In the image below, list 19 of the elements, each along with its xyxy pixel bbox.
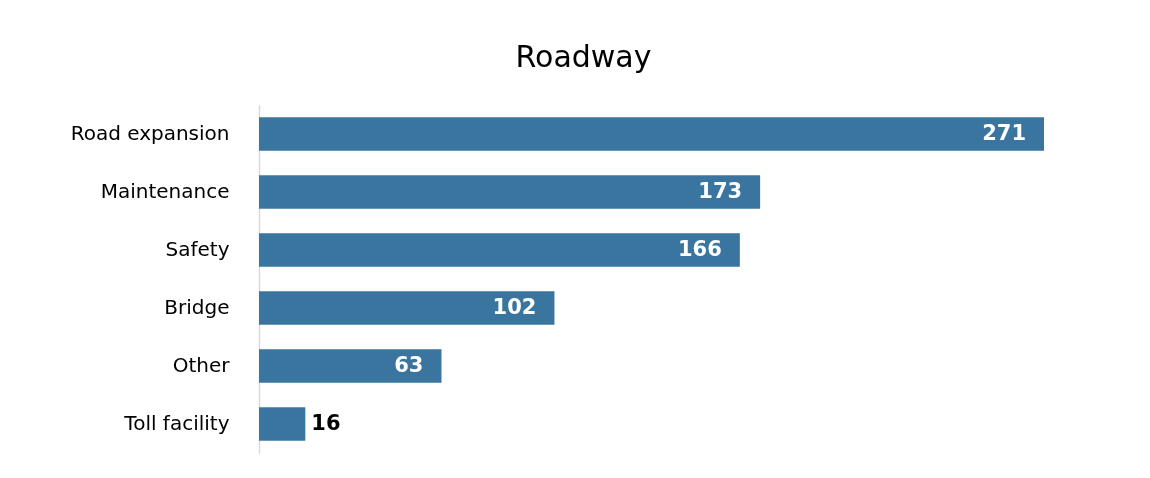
bar (259, 117, 1044, 151)
y-tick-label: Toll facility (123, 411, 230, 435)
y-tick-label: Safety (165, 237, 230, 261)
data-label: 63 (394, 353, 424, 377)
data-label: 173 (698, 179, 743, 203)
chart-title: Roadway (515, 39, 652, 74)
bar (259, 233, 740, 267)
bar (259, 407, 306, 441)
y-tick-label: Other (172, 353, 231, 377)
y-tick-label: Road expansion (70, 121, 230, 145)
data-label: 166 (678, 237, 722, 261)
data-label: 16 (311, 411, 341, 435)
bar (259, 291, 555, 325)
bar (259, 349, 442, 383)
y-tick-label: Maintenance (100, 179, 230, 203)
y-tick-label: Bridge (164, 295, 230, 319)
bar (259, 175, 761, 209)
data-label: 271 (982, 121, 1026, 145)
data-label: 102 (492, 295, 537, 319)
